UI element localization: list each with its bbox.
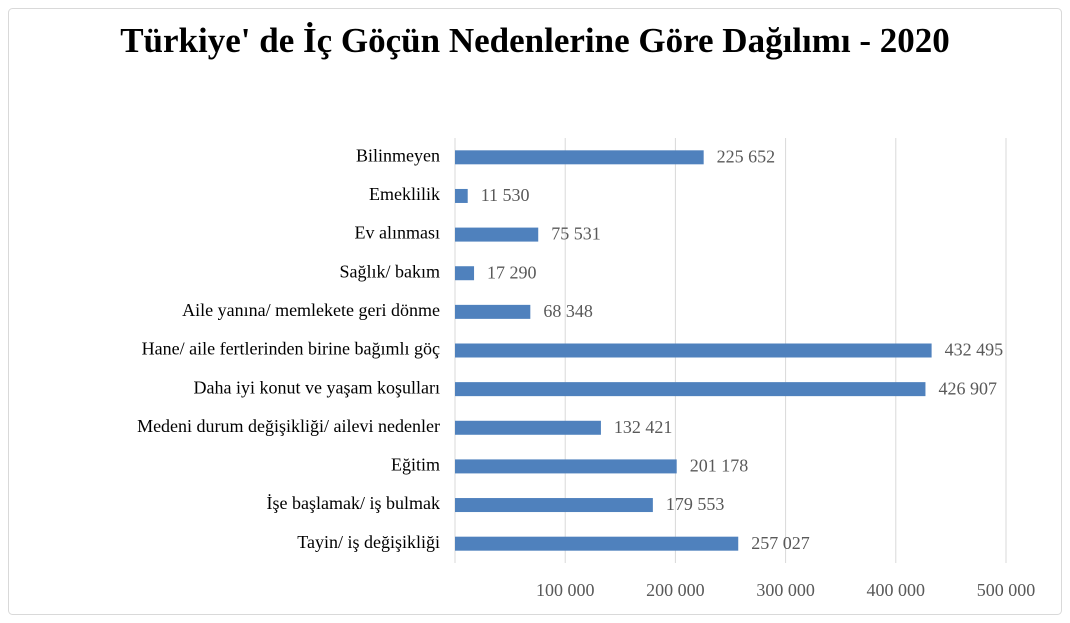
x-tick-label: 400 000 (867, 580, 926, 600)
bar (455, 150, 704, 165)
bar (455, 382, 926, 397)
x-tick-label: 300 000 (756, 580, 815, 600)
data-label: 132 421 (614, 417, 673, 437)
data-label: 201 178 (690, 456, 749, 476)
data-label: 17 290 (487, 262, 537, 282)
data-label: 68 348 (543, 301, 593, 321)
y-tick-label: İşe başlamak/ iş bulmak (267, 493, 440, 513)
data-label: 426 907 (938, 378, 997, 398)
y-tick-label: Tayin/ iş değişikliği (297, 532, 440, 552)
y-tick-label: Sağlık/ bakım (340, 261, 441, 281)
bar (455, 498, 653, 513)
y-tick-label: Aile yanına/ memlekete geri dönme (182, 300, 440, 320)
data-label: 257 027 (751, 533, 810, 553)
data-label: 75 531 (551, 224, 601, 244)
chart-title: Türkiye' de İç Göçün Nedenlerine Göre Da… (120, 21, 950, 60)
y-tick-label: Hane/ aile fertlerinden birine bağımlı g… (142, 339, 440, 359)
bar (455, 343, 932, 358)
bar (455, 227, 539, 242)
y-tick-label: Eğitim (391, 455, 440, 475)
data-label: 179 553 (666, 494, 725, 514)
x-tick-label: 500 000 (977, 580, 1036, 600)
data-label: 11 530 (481, 185, 530, 205)
x-tick-label: 100 000 (536, 580, 595, 600)
data-label: 432 495 (945, 340, 1004, 360)
y-tick-label: Ev alınması (355, 223, 440, 243)
x-tick-label: 200 000 (646, 580, 705, 600)
y-tick-label: Daha iyi konut ve yaşam koşulları (194, 377, 440, 397)
bar (455, 459, 677, 474)
bar (455, 536, 739, 551)
chart-border (8, 8, 1062, 615)
data-label: 225 652 (717, 146, 776, 166)
bar (455, 188, 468, 203)
bar (455, 266, 475, 281)
y-tick-label: Bilinmeyen (356, 145, 440, 165)
y-tick-label: Emeklilik (369, 184, 440, 204)
bar (455, 420, 601, 435)
y-tick-label: Medeni durum değişikliği/ ailevi nedenle… (137, 416, 440, 436)
bar (455, 304, 531, 319)
